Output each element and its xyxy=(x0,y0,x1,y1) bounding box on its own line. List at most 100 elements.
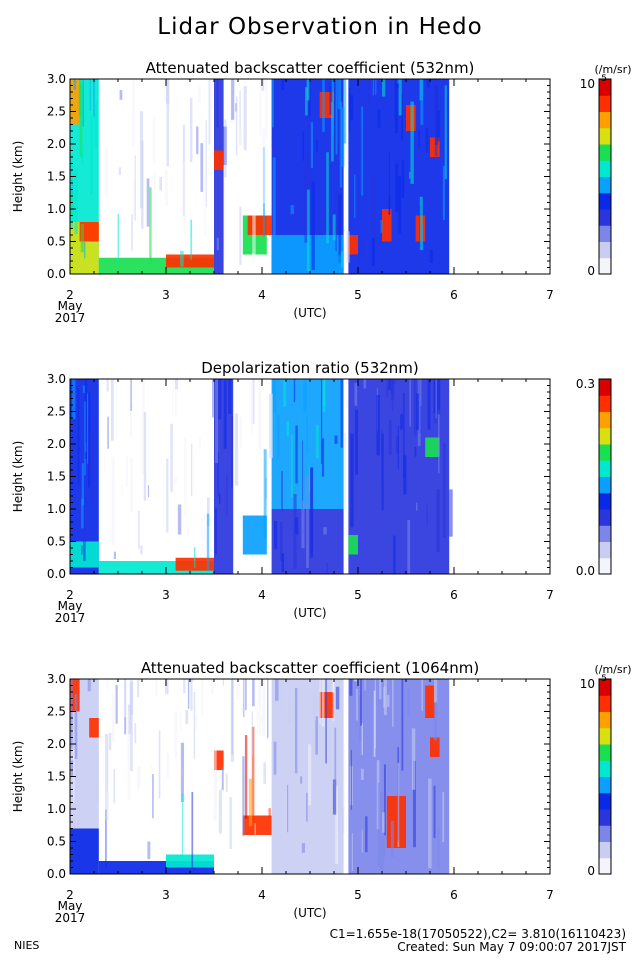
heatmap-streak-69 xyxy=(413,379,417,436)
heatmap-streak-123 xyxy=(219,379,221,419)
heatmap-streak-32 xyxy=(268,808,271,819)
heatmap-streak-60 xyxy=(293,379,296,402)
heatmap-streak-73 xyxy=(137,679,140,698)
heatmap-streak-81 xyxy=(260,715,263,723)
heatmap-streak-74 xyxy=(236,679,240,700)
x-sublabel-month: May xyxy=(58,599,83,613)
heatmap-field xyxy=(70,679,450,874)
colorbar-swatch-11 xyxy=(599,379,611,396)
colorbar-unit: (/m/sr) xyxy=(595,63,632,76)
heatmap-streak-33 xyxy=(283,379,287,407)
heatmap-streak-8 xyxy=(252,379,255,424)
colorbar-swatch-7 xyxy=(599,444,611,461)
y-tick-label: 3.0 xyxy=(47,672,66,686)
heatmap-streak-50 xyxy=(71,178,73,194)
heatmap-streak-40 xyxy=(211,679,214,695)
heatmap-streak-127 xyxy=(361,236,365,260)
y-tick-label: 0.0 xyxy=(47,567,66,581)
heatmap-cell-7 xyxy=(214,150,224,170)
y-tick-label: 2.0 xyxy=(47,437,66,451)
heatmap-streak-62 xyxy=(198,85,201,103)
heatmap-streak-94 xyxy=(215,507,217,554)
colorbar-swatch-11 xyxy=(599,679,611,696)
heatmap-streak-135 xyxy=(332,679,335,722)
heatmap-streak-59 xyxy=(71,760,74,777)
heatmap-streak-93 xyxy=(131,79,135,146)
heatmap-streak-121 xyxy=(115,684,118,724)
heatmap-streak-125 xyxy=(153,170,156,247)
heatmap-streak-14 xyxy=(261,79,265,91)
x-tick-label: 6 xyxy=(450,888,458,902)
heatmap-streak-25 xyxy=(437,110,440,142)
heatmap-streak-102 xyxy=(409,379,411,427)
heatmap-streak-122 xyxy=(449,489,453,537)
heatmap-streak-120 xyxy=(190,219,193,260)
heatmap-streak-95 xyxy=(78,79,82,116)
y-tick-label: 1.0 xyxy=(47,802,66,816)
heatmap-streak-94 xyxy=(371,238,375,266)
colorbar-swatch-5 xyxy=(599,176,611,194)
heatmap-streak-69 xyxy=(288,702,292,724)
heatmap-streak-87 xyxy=(274,521,278,550)
heatmap-streak-100 xyxy=(189,97,193,163)
heatmap-streak-10 xyxy=(218,789,222,834)
heatmap-streak-85 xyxy=(89,79,91,112)
heatmap-streak-102 xyxy=(401,159,405,199)
heatmap-streak-127 xyxy=(416,502,418,511)
heatmap-streak-137 xyxy=(87,679,91,692)
heatmap-streak-138 xyxy=(225,773,228,792)
heatmap-streak-40 xyxy=(382,79,386,97)
heatmap-streak-36 xyxy=(174,711,178,759)
heatmap-streak-37 xyxy=(436,379,441,415)
colorbar-min-label: 0 xyxy=(587,864,595,878)
heatmap-streak-93 xyxy=(88,392,91,488)
colorbar-frame xyxy=(598,678,612,875)
page-title: Lidar Observation in Hedo xyxy=(157,14,483,40)
heatmap-streak-76 xyxy=(426,79,430,88)
colorbar-swatch-6 xyxy=(599,460,611,477)
heatmap-streak-70 xyxy=(222,679,225,686)
heatmap-streak-130 xyxy=(392,679,394,727)
heatmap-streak-93 xyxy=(165,679,169,695)
heatmap-streak-15 xyxy=(165,169,168,206)
heatmap-cell-11 xyxy=(386,796,406,848)
x-tick-label: 2 xyxy=(66,288,74,302)
colorbar-swatch-8 xyxy=(599,427,611,445)
heatmap-streak-110 xyxy=(262,679,266,737)
heatmap-streak-129 xyxy=(338,255,342,273)
heatmap-streak-24 xyxy=(311,181,315,270)
colorbar: 10 -5(/m/sr) 0 xyxy=(580,663,632,878)
heatmap-streak-107 xyxy=(334,727,337,792)
heatmap-streak-103 xyxy=(401,679,404,771)
heatmap-streak-58 xyxy=(372,79,375,96)
heatmap-streak-84 xyxy=(204,170,207,235)
heatmap-streak-1 xyxy=(103,456,105,474)
heatmap-streak-112 xyxy=(290,205,294,215)
heatmap-streak-0 xyxy=(251,726,255,822)
x-sublabel-month: May xyxy=(58,299,83,313)
colorbar-swatch-8 xyxy=(599,727,611,745)
heatmap-streak-73 xyxy=(231,79,235,120)
x-tick-label: 3 xyxy=(162,888,170,902)
colorbar-swatch-10 xyxy=(599,95,611,112)
colorbar-swatch-3 xyxy=(599,809,611,826)
heatmap-streak-57 xyxy=(248,778,253,827)
x-sublabel-year: 2017 xyxy=(55,611,86,625)
panel-532-backscatter: Attenuated backscatter coefficient (532n… xyxy=(11,59,631,325)
heatmap-streak-13 xyxy=(361,829,363,853)
heatmap-cell-1 xyxy=(70,828,99,874)
heatmap-streak-118 xyxy=(239,206,242,265)
heatmap-streak-55 xyxy=(273,741,277,775)
heatmap-streak-121 xyxy=(310,122,314,168)
heatmap-streak-89 xyxy=(190,444,193,496)
x-tick-label: 5 xyxy=(354,288,362,302)
colorbar-swatch-4 xyxy=(599,192,611,210)
heatmap-streak-96 xyxy=(343,744,346,834)
x-tick-label: 6 xyxy=(450,288,458,302)
colorbar-swatch-5 xyxy=(599,476,611,494)
colorbar-swatch-2 xyxy=(599,225,611,242)
chart-title: Depolarization ratio (532nm) xyxy=(201,359,419,377)
heatmap-streak-45 xyxy=(320,379,323,464)
heatmap-streak-106 xyxy=(281,471,283,512)
heatmap-cell-14 xyxy=(348,235,358,255)
